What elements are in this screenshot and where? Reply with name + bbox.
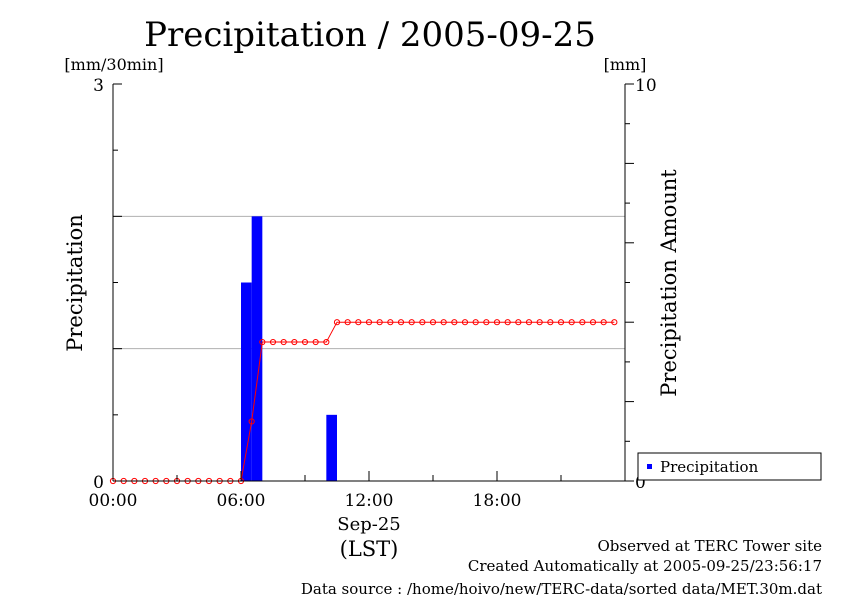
cumulative-point-16 [280, 338, 287, 346]
precipitation-bar-1 [251, 216, 263, 482]
x-axis-timezone-label: (LST) [340, 537, 399, 561]
left-axis-unit: [mm/30min] [64, 55, 163, 74]
left-tick-label-1: 3 [93, 76, 104, 96]
cumulative-point-25 [376, 319, 383, 326]
right-axis-title: Precipitation Amount [657, 169, 681, 397]
cumulative-point-44 [579, 319, 586, 326]
cumulative-point-29 [419, 319, 426, 326]
x-tick-label-0: 00:00 [89, 491, 138, 511]
cumulative-point-15 [269, 338, 277, 346]
x-tick-label-3: 18:00 [473, 491, 522, 511]
cumulative-point-24 [365, 319, 373, 326]
cumulative-point-13 [248, 418, 255, 425]
cumulative-point-23 [355, 319, 362, 326]
cumulative-point-45 [589, 319, 597, 326]
cumulative-point-41 [547, 319, 554, 326]
right-tick-label-0: 0 [635, 473, 646, 493]
cumulative-point-39 [525, 319, 533, 326]
cumulative-point-38 [515, 319, 522, 326]
cumulative-point-31 [440, 319, 447, 326]
precipitation-bars [241, 216, 337, 482]
cumulative-point-36 [493, 319, 501, 326]
legend-box [637, 452, 822, 481]
cumulative-point-37 [504, 319, 511, 326]
cumulative-point-17 [291, 338, 298, 346]
footer-created: Created Automatically at 2005-09-25/23:5… [468, 557, 822, 575]
footer-data-source: Data source : /home/hoivo/new/TERC-data/… [301, 580, 822, 595]
cumulative-point-40 [536, 319, 543, 326]
cumulative-point-14 [259, 338, 266, 346]
right-axis-unit: [mm] [604, 55, 647, 74]
x-tick-label-2: 12:00 [345, 491, 394, 511]
cumulative-point-20 [323, 338, 330, 346]
cumulative-point-42 [557, 319, 565, 326]
cumulative-point-28 [408, 319, 415, 326]
cumulative-point-34 [472, 319, 479, 326]
x-axis-date-label: Sep-25 [337, 514, 401, 535]
cumulative-point-21 [333, 319, 341, 326]
right-tick-label-1: 10 [635, 76, 657, 96]
cumulative-point-33 [461, 319, 469, 326]
axis-ticks [112, 83, 634, 482]
chart-title: Precipitation / 2005-09-25 [144, 15, 596, 55]
tick-labels: 00:00 06:00 12:00 18:00 0 3 0 10 [89, 76, 657, 511]
cumulative-point-32 [451, 319, 458, 326]
left-tick-label-0: 0 [93, 473, 104, 493]
cumulative-point-26 [387, 319, 394, 326]
cumulative-point-30 [429, 319, 437, 326]
cumulative-point-47 [611, 319, 618, 326]
cumulative-point-18 [301, 338, 309, 346]
cumulative-point-27 [397, 319, 405, 326]
cumulative-point-19 [312, 338, 319, 346]
grid-lines [113, 215, 625, 350]
left-axis-title: Precipitation [63, 214, 87, 352]
cumulative-point-22 [344, 319, 351, 326]
precipitation-bar-2 [326, 414, 337, 481]
legend-swatch [647, 464, 652, 469]
cumulative-point-46 [600, 319, 607, 326]
plot-area [113, 84, 625, 481]
precipitation-bar-0 [241, 282, 252, 481]
footer-observed: Observed at TERC Tower site [597, 537, 822, 555]
x-tick-label-1: 06:00 [217, 491, 266, 511]
legend: Precipitation [637, 452, 822, 481]
cumulative-point-35 [483, 319, 490, 326]
legend-label: Precipitation [660, 458, 759, 476]
cumulative-point-43 [568, 319, 575, 326]
